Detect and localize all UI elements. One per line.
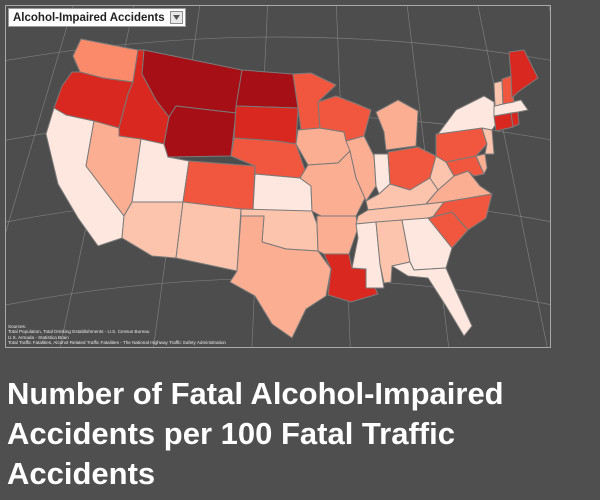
map-caption: Number of Fatal Alcohol-Impaired Acciden… <box>7 376 504 491</box>
sources-heading: Sources: <box>8 324 27 329</box>
state-il[interactable] <box>345 135 377 202</box>
state-de[interactable] <box>475 153 488 175</box>
source-line: Total Population, Total Drinking Establi… <box>8 329 150 335</box>
state-wy[interactable] <box>163 105 237 158</box>
state-vt[interactable] <box>493 80 504 107</box>
state-tx[interactable] <box>229 215 332 339</box>
layer-select-label: Alcohol-Impaired Accidents <box>13 11 165 24</box>
sources-note: Sources: Total Population, Total Drinkin… <box>8 324 428 346</box>
state-nd[interactable] <box>235 69 299 109</box>
map-canvas[interactable] <box>6 6 551 348</box>
state-mi[interactable] <box>375 99 419 151</box>
state-fl[interactable] <box>391 261 473 337</box>
state-az[interactable] <box>121 201 184 259</box>
state-ar[interactable] <box>316 215 359 255</box>
layer-select-dropdown[interactable]: Alcohol-Impaired Accidents <box>8 8 186 27</box>
state-nm[interactable] <box>175 201 242 272</box>
state-ny[interactable] <box>437 95 497 135</box>
choropleth-map[interactable]: Alcohol-Impaired Accidents Sources: Tota… <box>5 5 551 348</box>
state-ri[interactable] <box>510 111 520 128</box>
chevron-down-icon[interactable] <box>170 11 183 24</box>
state-la[interactable] <box>323 253 379 303</box>
state-me[interactable] <box>508 49 539 99</box>
source-line: Total Traffic Fatalities, Alcohol Relate… <box>8 340 226 346</box>
state-ma[interactable] <box>493 99 529 117</box>
states-layer <box>45 38 539 339</box>
source-line: U.S. Armada - Statistica Brain <box>8 334 69 340</box>
